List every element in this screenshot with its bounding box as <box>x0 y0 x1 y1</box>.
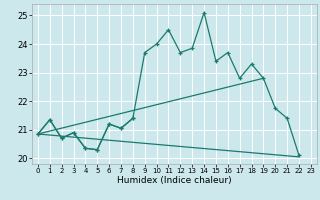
X-axis label: Humidex (Indice chaleur): Humidex (Indice chaleur) <box>117 176 232 185</box>
